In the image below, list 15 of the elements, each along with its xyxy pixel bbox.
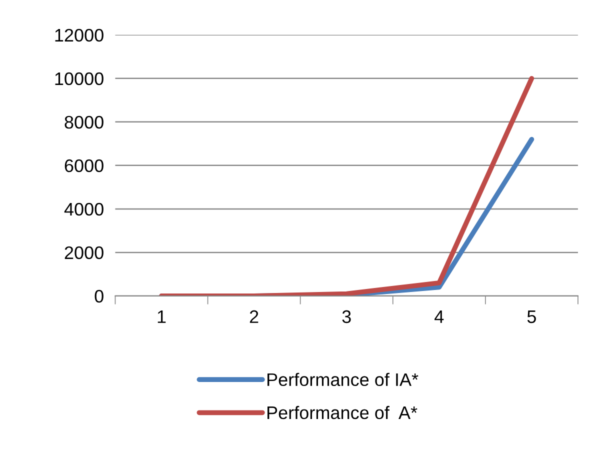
y-tick-label: 4000 — [64, 202, 104, 216]
y-tick-label: 10000 — [55, 72, 104, 86]
x-tick-label: 3 — [342, 310, 351, 324]
y-tick-label: 8000 — [64, 116, 104, 129]
legend-label: Performance of IA* — [268, 372, 418, 386]
y-tick-label: 6000 — [64, 159, 104, 172]
x-tick-label: 1 — [158, 310, 166, 323]
x-tick-label: 2 — [250, 310, 258, 323]
legend-label: Performance of A* — [268, 406, 418, 420]
x-tick-label: 5 — [527, 310, 536, 324]
x-tick-label: 4 — [434, 310, 444, 323]
y-tick-label: 12000 — [55, 28, 104, 42]
line-series — [159, 76, 534, 296]
y-tick-label: 0 — [94, 290, 104, 303]
y-tick-label: 2000 — [64, 246, 104, 260]
